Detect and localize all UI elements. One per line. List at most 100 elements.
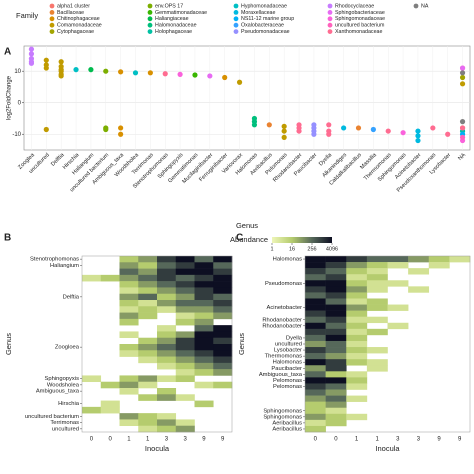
- row-label: Halomonas: [273, 257, 302, 263]
- heatmap-cell: [305, 334, 326, 342]
- heatmap-cell: [175, 337, 195, 345]
- heatmap-cell: [138, 356, 158, 364]
- heatmap-cell: [305, 425, 326, 433]
- legend-label: Haliangiaceae: [155, 16, 189, 22]
- row-label: uncultured: [52, 426, 79, 432]
- row-label: Zoogloea: [55, 345, 80, 351]
- heatmap-cell: [213, 293, 233, 301]
- heatmap-cell: [305, 316, 326, 324]
- heatmap-cell: [119, 306, 139, 313]
- heatmap-cell: [366, 365, 388, 372]
- legend-swatch: [49, 16, 55, 22]
- heatmap-cell: [194, 256, 214, 263]
- heatmap-cell: [325, 401, 347, 409]
- heatmap-cell: [175, 318, 195, 326]
- point: [326, 131, 332, 137]
- heatmap-cell: [194, 287, 214, 295]
- legend-swatch: [327, 29, 333, 34]
- row-label: Sphingomonas: [263, 414, 302, 420]
- heatmap-cell: [157, 262, 177, 269]
- heatmap-cell: [305, 298, 326, 305]
- column-label: 0: [314, 437, 318, 443]
- heatmap-cell: [346, 304, 368, 311]
- legend-swatch: [147, 29, 153, 34]
- column-label: 9: [202, 437, 206, 443]
- heatmap-cell: [157, 362, 177, 370]
- heatmap-cell: [119, 419, 139, 427]
- heatmap-cell: [305, 407, 326, 415]
- heatmap-cell: [157, 350, 177, 357]
- point: [370, 126, 376, 133]
- heatmap-cell: [119, 300, 139, 307]
- point: [58, 59, 64, 65]
- heatmap-cell: [346, 262, 368, 269]
- heatmap-cell: [325, 274, 347, 281]
- point: [415, 128, 421, 134]
- heatmap-cell: [194, 337, 214, 345]
- legend-swatch: [413, 3, 419, 9]
- colorbar-title: Abundance: [230, 235, 268, 244]
- heatmap-cell: [119, 287, 139, 295]
- heatmap-cell: [119, 350, 139, 357]
- legend-label: Gemmatimonadaceae: [155, 10, 207, 16]
- colorbar-tick-label: 16: [289, 246, 295, 252]
- row-label: Aeribacillus: [272, 426, 302, 432]
- point: [118, 125, 124, 131]
- heatmap-cell: [194, 381, 214, 389]
- heatmap-cell: [325, 292, 347, 299]
- heatmap-cell: [325, 310, 347, 317]
- heatmap-cell: [305, 395, 326, 402]
- heatmap-cell: [305, 359, 326, 366]
- heatmap-cell: [119, 256, 139, 263]
- heatmap-cell: [346, 334, 368, 342]
- row-label: Acinetobacter: [267, 305, 303, 311]
- heatmap-cell: [138, 375, 158, 383]
- heatmap-cell: [157, 356, 177, 364]
- heatmap-cell: [305, 401, 326, 409]
- heatmap-cell: [157, 293, 177, 301]
- heatmap-cell: [346, 268, 368, 275]
- legend-title: Family: [16, 11, 38, 20]
- heatmap-cell: [305, 353, 326, 360]
- row-label: Haliangium: [50, 263, 79, 269]
- legend-label: Sphingobacteriaceae: [335, 10, 385, 16]
- heatmap-cell: [213, 337, 233, 345]
- heatmap-cell: [387, 280, 409, 287]
- heatmap-cell: [305, 268, 326, 275]
- y-tick-label: 10: [14, 69, 21, 75]
- heatmap-cell: [305, 340, 326, 348]
- point: [459, 125, 466, 131]
- heatmap-cell: [194, 274, 214, 282]
- column-label: 1: [127, 437, 131, 443]
- row-label: Rhodanobacter: [262, 323, 302, 329]
- heatmap-cell: [157, 375, 177, 383]
- point: [118, 131, 124, 137]
- point: [355, 125, 362, 131]
- heatmap-cell: [119, 375, 139, 383]
- heatmap-cell: [175, 362, 195, 370]
- legend-swatch: [49, 10, 55, 15]
- column-label: 0: [334, 437, 338, 443]
- heatmap-cell: [138, 312, 158, 320]
- point: [430, 125, 436, 131]
- point: [132, 70, 139, 76]
- heatmap-cell: [305, 371, 326, 378]
- x-axis-label: Inocula: [145, 444, 170, 453]
- point: [415, 133, 421, 139]
- legend-swatch: [49, 29, 55, 34]
- heatmap-cell: [346, 256, 368, 263]
- heatmap-cell: [138, 394, 158, 401]
- heatmap-cell: [305, 256, 326, 263]
- heatmap-cell: [213, 268, 233, 276]
- legend-swatch: [233, 29, 239, 34]
- legend-label: NA: [421, 3, 429, 9]
- point: [73, 67, 79, 73]
- heatmap-cell: [305, 389, 326, 396]
- heatmap-cell: [325, 365, 347, 372]
- heatmap-cell: [366, 268, 388, 275]
- heatmap-cell: [346, 347, 368, 354]
- point: [415, 137, 421, 144]
- legend-swatch: [327, 3, 333, 9]
- heatmap-cell: [213, 281, 233, 288]
- heatmap-cell: [119, 293, 139, 301]
